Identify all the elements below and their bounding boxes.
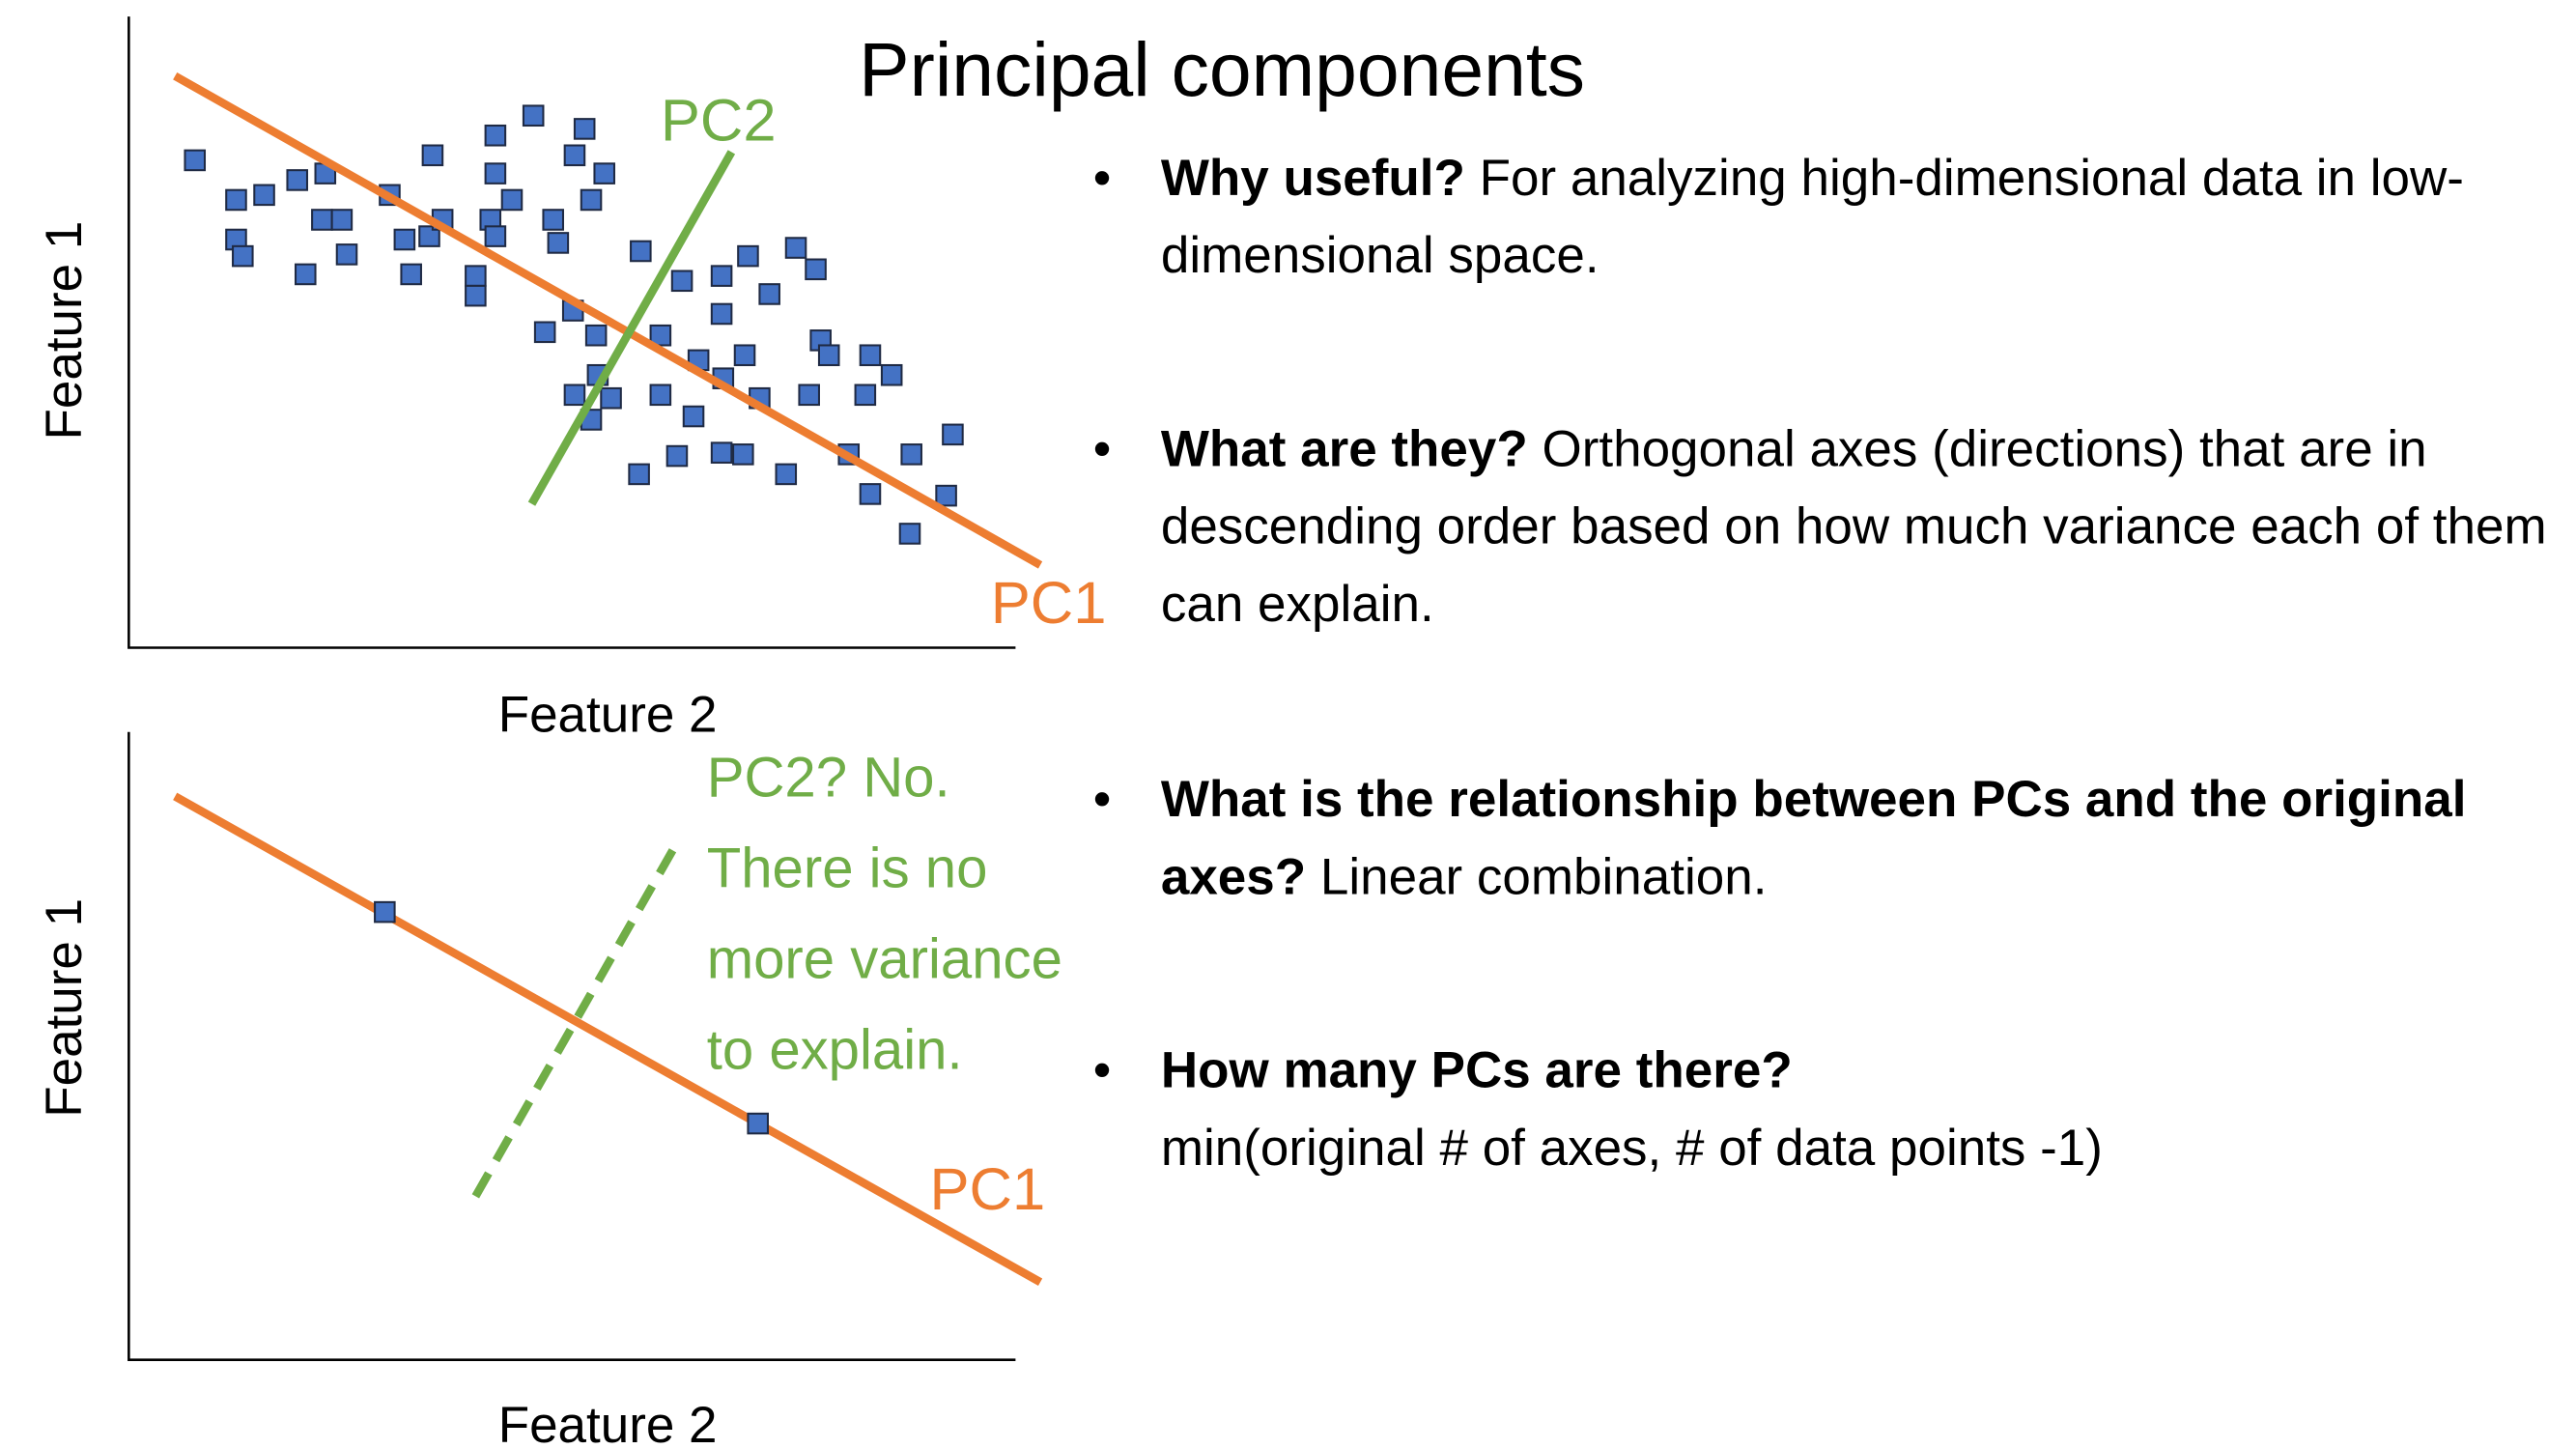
pc1-line (173, 71, 1043, 569)
data-point (593, 162, 615, 185)
data-point (580, 188, 603, 212)
x-axis-label: Feature 2 (498, 1397, 718, 1449)
y-axis-label: Feature 1 (36, 898, 93, 1118)
data-point (900, 443, 922, 466)
data-point (942, 423, 964, 446)
data-point (859, 344, 882, 367)
data-point (484, 124, 507, 147)
data-point (733, 344, 756, 367)
bullet-heading: What is the relationship between PCs and… (1160, 770, 2467, 906)
data-point (184, 149, 207, 172)
data-point (522, 104, 545, 128)
bullet: • How many PCs are there? min(original # o… (1092, 1040, 2103, 1177)
data-point (418, 225, 440, 247)
data-point (465, 284, 487, 307)
data-point (232, 244, 254, 268)
pc1-label: PC1 (991, 570, 1107, 637)
data-point (775, 463, 798, 486)
data-point (400, 263, 422, 286)
data-point (898, 523, 921, 545)
data-point (533, 321, 556, 344)
pc1-line (173, 792, 1043, 1286)
data-point (311, 209, 333, 231)
bullet-text: For analyzing high-dimensional data in l… (1160, 148, 2464, 285)
data-point (225, 188, 247, 212)
bullet: • Why useful? For analyzing high-dimensio… (1092, 148, 2464, 285)
pc2-note: to explain. (707, 1019, 963, 1082)
x-axis-label: Feature 2 (498, 687, 718, 744)
data-point (854, 384, 877, 407)
data-point (421, 144, 444, 167)
data-point (374, 900, 396, 923)
data-point (710, 441, 733, 464)
data-point (798, 384, 820, 407)
data-point (670, 270, 694, 293)
bullet-text: min(original # of axes, # of data points… (1160, 1118, 2103, 1177)
data-point (630, 240, 652, 263)
data-point (935, 484, 957, 507)
data-point (542, 209, 564, 231)
bullet-heading: Why useful? (1160, 148, 1465, 207)
data-point (484, 162, 507, 185)
data-point (253, 184, 275, 207)
data-point (649, 324, 672, 347)
axes (127, 16, 1016, 649)
data-point (805, 258, 827, 281)
data-point (563, 144, 586, 167)
pc2-line (471, 840, 681, 1199)
data-point (665, 444, 689, 468)
pc2-label: PC2 (661, 87, 777, 154)
data-point (563, 384, 586, 407)
data-points (184, 104, 964, 545)
data-point (393, 228, 416, 251)
data-point (682, 405, 705, 428)
bullet-heading: What are they? (1160, 419, 1528, 478)
data-point (710, 302, 733, 326)
title: Principal components (859, 27, 1585, 112)
pc2-note: PC2? No. (707, 746, 950, 809)
pc2-line (527, 150, 736, 506)
bullet-text: Orthogonal axes (directions) that are in… (1160, 419, 2547, 634)
data-point (817, 344, 840, 367)
data-point (294, 263, 317, 286)
y-axis-label: Feature 1 (36, 221, 93, 440)
pc1-label: PC1 (930, 1156, 1046, 1223)
bullet-heading: How many PCs are there? (1160, 1040, 1793, 1099)
data-point (710, 265, 733, 287)
data-point (584, 324, 608, 347)
bullet: • What is the relationship between PCs an… (1092, 770, 2467, 906)
data-point (628, 463, 650, 486)
bullet: • What are they? Orthogonal axes (directi… (1092, 419, 2547, 634)
data-point (335, 243, 358, 266)
data-point (547, 232, 570, 254)
data-point (573, 118, 596, 140)
data-point (737, 244, 759, 268)
data-point (649, 384, 672, 407)
pc2-note: more variance (707, 928, 1062, 991)
pc2-note: There is no (707, 837, 988, 899)
data-point (880, 363, 903, 386)
data-point (465, 265, 487, 287)
data-point (286, 169, 309, 191)
data-point (484, 225, 507, 247)
data-point (859, 483, 882, 505)
bullet-text: Linear combination. (1319, 847, 1768, 906)
data-point (758, 283, 780, 305)
data-point (747, 1112, 769, 1135)
data-point (330, 209, 354, 231)
axes (127, 731, 1016, 1361)
data-point (500, 188, 524, 212)
data-point (600, 386, 622, 410)
data-point (784, 237, 807, 259)
data-point (732, 443, 754, 466)
